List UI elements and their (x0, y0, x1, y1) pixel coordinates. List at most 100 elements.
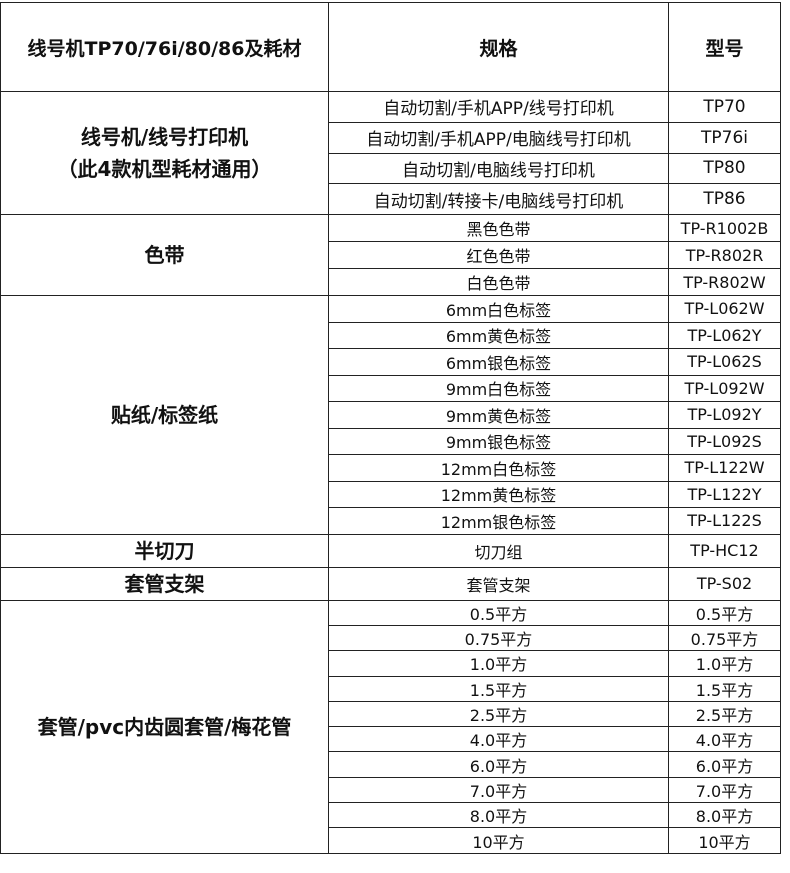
item-row: 套管支架 套管支架 TP-S02 (0, 566, 781, 601)
spec-cell: 12mm银色标签 (328, 507, 669, 535)
spec-cell: 6.0平方 (328, 751, 669, 778)
spec-cell: 4.0平方 (328, 726, 669, 753)
item-row: 色带 黑色色带 TP-R1002B (0, 214, 781, 297)
item-row: 6mm黄色标签 TP-L062Y (1, 321, 781, 350)
spec-cell: 黑色色带 (328, 214, 669, 243)
spec-cell: 白色色带 (328, 268, 669, 297)
group-name: 线号机/线号打印机 (80, 125, 249, 150)
spec-cell: 0.5平方 (328, 599, 669, 626)
spec-cell: 6mm白色标签 (328, 295, 669, 323)
item-row: 1.0平方 1.0平方 (1, 650, 781, 677)
model-cell: 8.0平方 (668, 802, 781, 829)
model-cell: TP-L092Y (668, 401, 781, 429)
model-cell: TP70 (668, 91, 781, 123)
header-cell: 型号 (668, 2, 781, 92)
model-cell: TP-HC12 (668, 533, 781, 568)
spec-cell: 6mm黄色标签 (328, 321, 669, 350)
spec-cell: 0.75平方 (328, 624, 669, 652)
spec-cell: 9mm银色标签 (328, 427, 669, 456)
table-body: 线号机TP70/76i/80/86及耗材 规格 型号 线号机/线号打印机 （此4款… (0, 2, 781, 854)
item-row: 4.0平方 4.0平方 (1, 726, 781, 753)
group-cell: 半切刀 (0, 533, 329, 568)
header-cell: 规格 (328, 2, 669, 92)
item-row: 7.0平方 7.0平方 (1, 776, 781, 804)
spec-cell: 自动切割/手机APP/线号打印机 (328, 91, 669, 123)
spec-cell: 自动切割/手机APP/电脑线号打印机 (328, 121, 669, 154)
spec-table: 线号机TP70/76i/80/86及耗材 规格 型号 线号机/线号打印机 （此4款… (0, 2, 781, 854)
spec-cell: 9mm白色标签 (328, 374, 669, 403)
model-cell: TP-L122S (668, 507, 781, 535)
group-name: 半切刀 (134, 538, 195, 563)
spec-cell: 1.5平方 (328, 675, 669, 702)
item-row: 自动切割/转接卡/电脑线号打印机 TP86 (1, 183, 781, 216)
item-row: 9mm黄色标签 TP-L092Y (1, 401, 781, 429)
item-row: 12mm银色标签 TP-L122S (1, 507, 781, 535)
header-row: 线号机TP70/76i/80/86及耗材 规格 型号 (0, 2, 781, 92)
item-row: 半切刀 切刀组 TP-HC12 (0, 533, 781, 568)
spec-cell: 2.5平方 (328, 700, 669, 728)
model-cell: TP-L062W (668, 295, 781, 323)
model-cell: TP-L092W (668, 374, 781, 403)
spec-cell: 切刀组 (328, 533, 669, 568)
model-cell: 4.0平方 (668, 726, 781, 753)
model-cell: TP-S02 (668, 566, 781, 601)
item-row: 红色色带 TP-R802R (1, 241, 781, 270)
item-row: 6.0平方 6.0平方 (1, 751, 781, 778)
group-cell: 套管支架 (0, 566, 329, 601)
item-row: 12mm黄色标签 TP-L122Y (1, 480, 781, 509)
model-cell: TP-R802W (668, 268, 781, 297)
header-cell: 线号机TP70/76i/80/86及耗材 (0, 2, 329, 92)
model-cell: TP-L122W (668, 454, 781, 482)
item-row: 自动切割/手机APP/电脑线号打印机 TP76i (1, 121, 781, 154)
spec-cell: 7.0平方 (328, 776, 669, 804)
spec-cell: 6mm银色标签 (328, 348, 669, 376)
model-cell: 2.5平方 (668, 700, 781, 728)
spec-cell: 9mm黄色标签 (328, 401, 669, 429)
item-row: 0.75平方 0.75平方 (1, 624, 781, 652)
group-name: 套管/pvc内齿圆套管/梅花管 (37, 714, 292, 739)
spec-cell: 8.0平方 (328, 802, 669, 829)
group-name: 色带 (144, 243, 185, 268)
spec-cell: 自动切割/转接卡/电脑线号打印机 (328, 183, 669, 216)
item-row: 12mm白色标签 TP-L122W (1, 454, 781, 482)
model-cell: TP86 (668, 183, 781, 216)
item-row: 白色色带 TP-R802W (1, 268, 781, 297)
model-cell: TP-R802R (668, 241, 781, 270)
item-row: 10平方 10平方 (1, 827, 781, 854)
item-row: 6mm银色标签 TP-L062S (1, 348, 781, 376)
spec-cell: 12mm白色标签 (328, 454, 669, 482)
item-row: 9mm白色标签 TP-L092W (1, 374, 781, 403)
item-row: 套管/pvc内齿圆套管/梅花管 0.5平方 0.5平方 (0, 599, 781, 854)
model-cell: 10平方 (668, 827, 781, 854)
group-cell: 套管/pvc内齿圆套管/梅花管 (0, 599, 329, 854)
item-row: 1.5平方 1.5平方 (1, 675, 781, 702)
group-name: 贴纸/标签纸 (110, 402, 219, 427)
spec-cell: 1.0平方 (328, 650, 669, 677)
item-row: 2.5平方 2.5平方 (1, 700, 781, 728)
spec-cell: 12mm黄色标签 (328, 480, 669, 509)
spec-cell: 自动切割/电脑线号打印机 (328, 152, 669, 185)
spec-cell: 套管支架 (328, 566, 669, 601)
spec-cell: 红色色带 (328, 241, 669, 270)
model-cell: TP-L062S (668, 348, 781, 376)
group-note: （此4款机型耗材通用） (57, 157, 272, 182)
group-cell: 线号机/线号打印机 （此4款机型耗材通用） (0, 90, 329, 216)
model-cell: 7.0平方 (668, 776, 781, 804)
model-cell: TP-R1002B (668, 214, 781, 243)
group-cell: 色带 (0, 214, 329, 297)
item-row: 8.0平方 8.0平方 (1, 802, 781, 829)
model-cell: 1.0平方 (668, 650, 781, 677)
model-cell: TP76i (668, 121, 781, 154)
item-row: 贴纸/标签纸 6mm白色标签 TP-L062W (0, 295, 781, 535)
group-cell: 贴纸/标签纸 (0, 295, 329, 535)
model-cell: 6.0平方 (668, 751, 781, 778)
model-cell: TP-L092S (668, 427, 781, 456)
model-cell: 0.75平方 (668, 624, 781, 652)
model-cell: TP80 (668, 152, 781, 185)
spec-cell: 10平方 (328, 827, 669, 854)
model-cell: 1.5平方 (668, 675, 781, 702)
model-cell: TP-L062Y (668, 321, 781, 350)
item-row: 线号机/线号打印机 （此4款机型耗材通用） 自动切割/手机APP/线号打印机 TP70 (0, 90, 781, 216)
model-cell: TP-L122Y (668, 480, 781, 509)
